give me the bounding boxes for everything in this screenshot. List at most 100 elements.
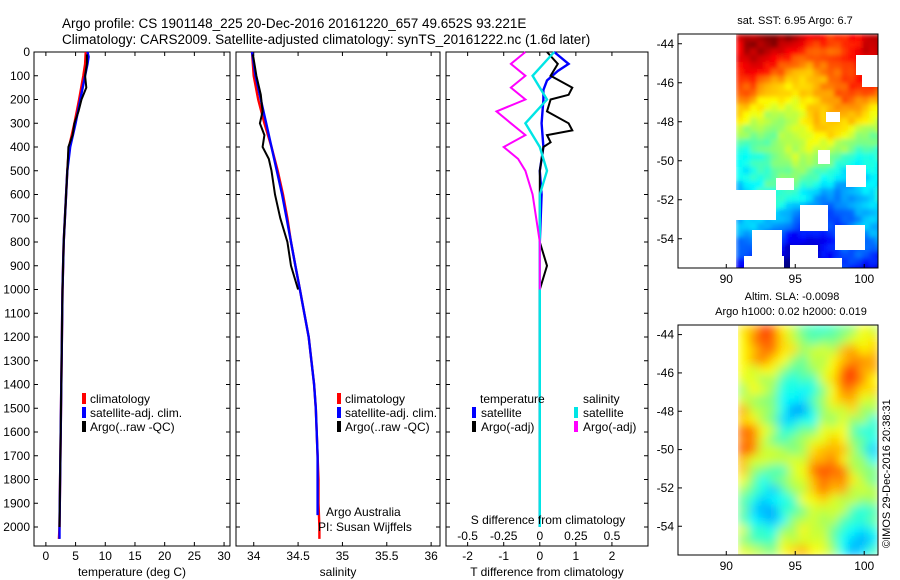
sst-cell <box>806 139 814 147</box>
sst-cell <box>841 76 849 84</box>
sst-cell <box>785 265 793 268</box>
sst-cell <box>827 174 835 182</box>
sst-cell <box>778 125 786 133</box>
sla-cell <box>838 465 849 476</box>
sla-cell <box>768 475 779 486</box>
sst-cell <box>827 153 835 161</box>
legend-swatch-satellite <box>337 407 341 418</box>
sst-cell <box>743 132 751 140</box>
sst-cell <box>806 181 814 189</box>
pressure-tick-label: 700 <box>10 211 30 225</box>
sst-cell <box>841 167 849 175</box>
sst-cell <box>778 97 786 105</box>
sst-cell <box>806 146 814 154</box>
legend-label-t-argo: Argo(-adj) <box>481 420 534 434</box>
sst-cell <box>771 83 779 91</box>
sst-cell <box>813 125 821 133</box>
sla-cell <box>738 385 749 396</box>
sst-cell <box>862 146 870 154</box>
sst-cell <box>834 167 842 175</box>
sst-cell <box>869 188 877 196</box>
sla-cell <box>838 375 849 386</box>
sst-cell <box>736 118 744 126</box>
sla-cell <box>838 335 849 346</box>
sst-cell <box>743 111 751 119</box>
sla-cell <box>818 405 829 416</box>
sst-cell <box>820 174 828 182</box>
sla-cell <box>858 405 869 416</box>
sst-cell <box>799 118 807 126</box>
sst-cell <box>771 97 779 105</box>
sst-cell <box>855 125 863 133</box>
sst-cell <box>820 181 828 189</box>
sst-cell <box>806 237 814 245</box>
sst-cell <box>806 195 814 203</box>
sst-cell <box>869 153 877 161</box>
sst-cell <box>778 139 786 147</box>
sla-cell <box>738 465 749 476</box>
sst-cell <box>778 223 786 231</box>
sla-cell <box>848 485 859 496</box>
sla-cell <box>778 465 789 476</box>
legend-label-satellite: satellite-adj. clim. <box>345 406 437 420</box>
sla-cell <box>838 325 849 336</box>
sst-cell <box>862 188 870 196</box>
sst-cell <box>876 202 878 210</box>
sst-cell <box>778 209 786 217</box>
sla-cell <box>808 545 819 555</box>
sla-cell <box>758 415 769 426</box>
sst-cell <box>778 83 786 91</box>
sst-cell <box>743 125 751 133</box>
x-tick-label: 34 <box>247 549 261 563</box>
sst-cell <box>820 48 828 56</box>
sst-cell <box>876 237 878 245</box>
sst-cell <box>750 69 758 77</box>
sst-cell <box>792 174 800 182</box>
sla-cell <box>838 525 849 536</box>
sla-cell <box>808 515 819 526</box>
sst-cell <box>841 188 849 196</box>
sst-cell <box>813 111 821 119</box>
sst-cell <box>869 146 877 154</box>
sst-cell <box>750 132 758 140</box>
sla-cell <box>848 335 859 346</box>
sla-cell <box>758 455 769 466</box>
sst-cell <box>785 244 793 252</box>
sst-cell <box>827 188 835 196</box>
sst-cell <box>827 90 835 98</box>
sst-cell <box>750 76 758 84</box>
sst-cell <box>799 48 807 56</box>
sla-cell <box>758 425 769 436</box>
sst-cell <box>764 69 772 77</box>
sla-cell <box>788 485 799 496</box>
sst-cell <box>771 181 779 189</box>
sst-cell <box>785 62 793 70</box>
sst-cell <box>785 223 793 231</box>
sst-cell <box>757 97 765 105</box>
sla-cell <box>778 325 789 336</box>
sla-cell <box>748 345 759 356</box>
sst-cell <box>757 153 765 161</box>
sla-cell <box>778 425 789 436</box>
sla-cell <box>768 365 779 376</box>
sla-cell <box>868 335 878 346</box>
sst-cell <box>827 132 835 140</box>
series-s-argo <box>494 51 541 290</box>
sst-cell <box>827 97 835 105</box>
sla-cell <box>818 515 829 526</box>
sst-cell <box>757 62 765 70</box>
sst-cell <box>778 62 786 70</box>
sla-cell <box>848 355 859 366</box>
sst-cell <box>848 48 856 56</box>
sst-cell <box>848 111 856 119</box>
sst-cell <box>750 125 758 133</box>
sla-cell <box>848 465 859 476</box>
sla-cell <box>818 485 829 496</box>
sla-cell <box>788 545 799 555</box>
sla-cell <box>868 485 878 496</box>
sst-cell <box>834 174 842 182</box>
sst-cell <box>827 62 835 70</box>
sla-cell <box>848 425 859 436</box>
sla-cell <box>828 405 839 416</box>
sst-cell <box>778 76 786 84</box>
